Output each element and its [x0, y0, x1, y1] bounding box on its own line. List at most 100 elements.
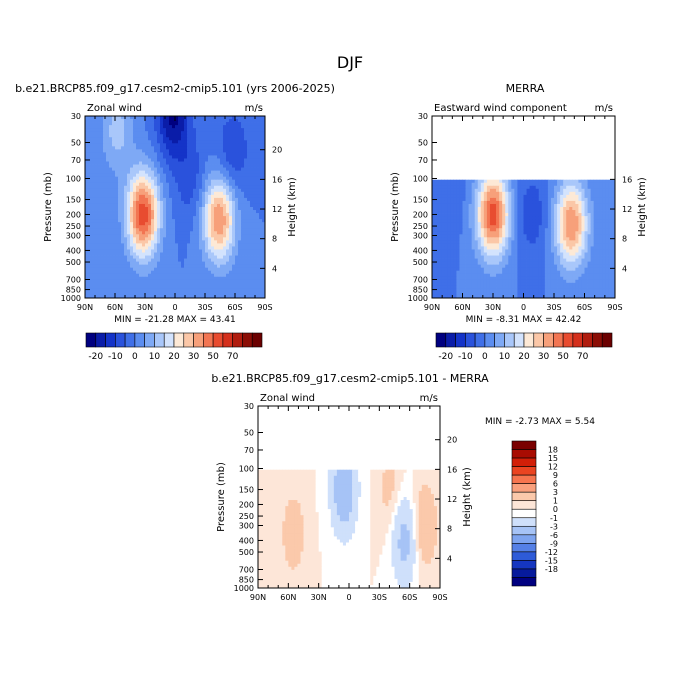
contour-cell: [605, 197, 610, 202]
y-tick-label: 1000: [61, 294, 81, 303]
contour-cell: [169, 270, 173, 275]
contour-cell: [211, 158, 215, 162]
contour-cell: [178, 125, 182, 129]
contour-cell: [157, 288, 161, 293]
contour-cell: [142, 288, 146, 293]
contour-cell: [214, 213, 218, 217]
contour-cell: [166, 276, 170, 281]
contour-cell: [447, 231, 451, 235]
contour-cell: [256, 267, 260, 272]
contour-cell: [244, 243, 248, 247]
contour-cell: [483, 197, 488, 202]
contour-cell: [151, 240, 155, 244]
contour-cell: [569, 225, 573, 229]
contour-cell: [471, 231, 476, 235]
contour-cell: [563, 228, 567, 232]
contour-cell: [157, 291, 161, 296]
contour-cell: [217, 167, 221, 171]
contour-cell: [187, 252, 191, 256]
contour-cell: [468, 179, 473, 184]
contour-cell: [563, 197, 567, 202]
contour-cell: [193, 288, 197, 293]
contour-cell: [178, 161, 182, 165]
contour-cell: [486, 200, 491, 205]
contour-cell: [181, 164, 185, 168]
contour-cell: [480, 216, 485, 220]
contour-cell: [211, 149, 215, 153]
contour-cell: [477, 234, 482, 238]
contour-cell: [109, 128, 113, 132]
contour-cell: [441, 188, 445, 193]
contour-cell: [535, 200, 540, 205]
contour-cell: [85, 291, 89, 296]
contour-cell: [220, 252, 224, 256]
contour-cell: [226, 222, 230, 226]
contour-cell: [178, 191, 182, 196]
contour-cell: [605, 191, 610, 196]
contour-cell: [190, 119, 194, 123]
contour-cell: [456, 200, 460, 205]
contour-cell: [535, 203, 540, 208]
contour-cell: [238, 158, 242, 162]
contour-cell: [517, 182, 521, 187]
contour-cell: [238, 273, 242, 278]
contour-cell: [441, 207, 445, 211]
contour-cell: [502, 222, 506, 226]
contour-cell: [157, 279, 161, 284]
contour-cell: [88, 282, 92, 287]
contour-cell: [566, 182, 570, 187]
contour-cell: [587, 219, 591, 223]
contour-cell: [160, 146, 164, 150]
contour-cell: [599, 225, 604, 229]
contour-cell: [85, 164, 89, 168]
contour-cell: [535, 185, 540, 190]
contour-cell: [130, 200, 134, 205]
contour-cell: [217, 116, 221, 120]
contour-cell: [157, 170, 161, 175]
contour-cell: [462, 179, 466, 184]
contour-cell: [477, 188, 482, 193]
contour-cell: [569, 185, 573, 190]
contour-cell: [250, 152, 254, 156]
contour-cell: [88, 200, 92, 205]
contour-cell: [508, 234, 512, 238]
contour-cell: [235, 173, 239, 178]
contour-cell: [529, 237, 534, 241]
contour-cell: [130, 219, 134, 223]
contour-cell: [199, 134, 203, 138]
contour-cell: [139, 137, 143, 141]
contour-cell: [468, 234, 473, 238]
contour-cell: [157, 276, 161, 281]
contour-cell: [112, 143, 116, 147]
contour-cell: [235, 119, 239, 123]
contour-cell: [133, 267, 137, 272]
contour-cell: [223, 282, 227, 287]
contour-cell: [190, 231, 194, 235]
contour-cell: [483, 234, 488, 238]
contour-cell: [202, 294, 206, 299]
contour-cell: [157, 158, 161, 162]
contour-cell: [578, 240, 582, 244]
contour-cell: [523, 234, 527, 238]
contour-cell: [226, 143, 230, 147]
contour-cell: [259, 273, 263, 278]
contour-cell: [244, 294, 248, 299]
contour-cell: [85, 255, 89, 259]
contour-cell: [106, 258, 110, 262]
contour-cell: [133, 146, 137, 150]
contour-cell: [127, 264, 131, 269]
contour-cell: [190, 294, 194, 299]
y-tick-label: 700: [66, 275, 81, 284]
contour-cell: [450, 188, 454, 193]
contour-cell: [115, 182, 119, 187]
contour-cell: [262, 216, 266, 220]
contour-cell: [133, 216, 137, 220]
contour-cell: [247, 255, 251, 259]
contour-cell: [208, 188, 212, 193]
contour-cell: [160, 246, 164, 250]
contour-cell: [106, 261, 110, 266]
contour-cell: [566, 234, 570, 238]
contour-cell: [477, 207, 482, 211]
contour-cell: [106, 149, 110, 153]
contour-cell: [214, 164, 218, 168]
